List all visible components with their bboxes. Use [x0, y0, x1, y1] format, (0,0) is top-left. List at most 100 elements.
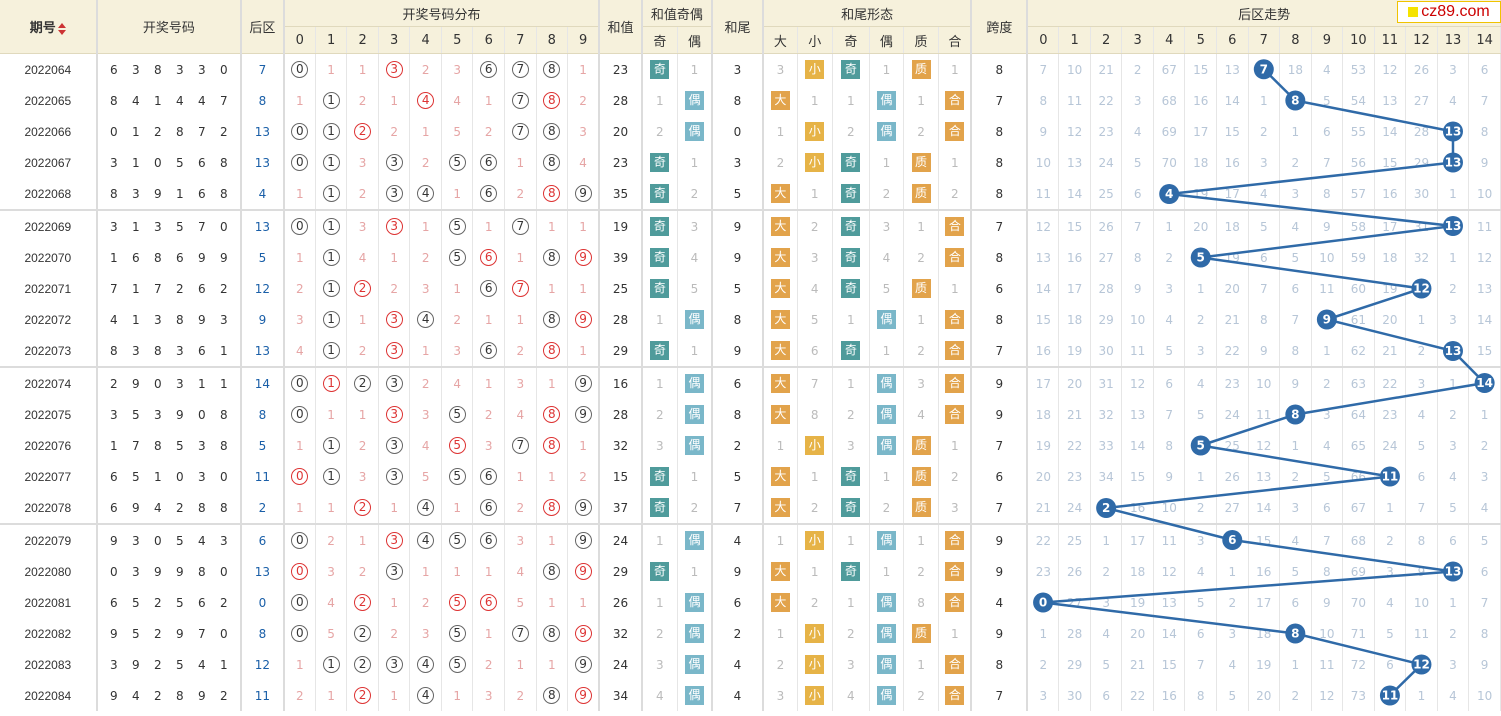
- sum-parity-header: 和值奇偶: [641, 0, 714, 27]
- trend-miss: 16: [1130, 500, 1146, 515]
- dist-cell: 1: [315, 461, 348, 492]
- dist-cell: 1: [472, 556, 505, 587]
- shape-tag: 合: [945, 310, 965, 329]
- table-row: 2022074 2 9 0 3 1 1 14 0 1 2 3 2 4 1 3 1 9 16 1 偶 6 大 7 1 偶 3 合 9 17 2…: [0, 366, 1501, 399]
- trend-miss: 21: [1130, 657, 1146, 672]
- trend-cell: 14: [1216, 85, 1249, 116]
- tail-shape-cell: 2: [762, 649, 798, 680]
- draw-number: 8: [154, 250, 162, 265]
- trend-cell: 12: [1311, 680, 1344, 711]
- trend-miss: 5: [1196, 407, 1205, 422]
- dist-cell: 3: [346, 209, 379, 242]
- dist-cell: 1: [315, 209, 348, 242]
- trend-miss: 3: [1228, 626, 1237, 641]
- trend-cell: 3: [1311, 399, 1344, 430]
- tail-shape-cell: 大: [762, 366, 798, 399]
- trend-cell: 9: [1121, 273, 1154, 304]
- trend-cell: 16: [1248, 556, 1281, 587]
- site-logo[interactable]: cz89.com: [1397, 1, 1501, 23]
- trend-cell: 30: [1058, 680, 1091, 711]
- dist-cell: 7: [504, 85, 537, 116]
- trend-miss: 17: [1066, 281, 1083, 296]
- trend-miss: 15: [1193, 62, 1209, 77]
- dist-miss: 2: [516, 500, 525, 515]
- trend-cell: 11: [1058, 85, 1091, 116]
- trend-miss: 72: [1350, 657, 1367, 672]
- trend-miss: 12: [1130, 376, 1146, 391]
- parity-miss: 4: [656, 688, 664, 703]
- dist-col-1: 1: [315, 26, 348, 54]
- trend-cell: 14: [1468, 304, 1501, 335]
- shape-miss: 1: [951, 62, 959, 77]
- tail-shape-cell: 1: [938, 618, 973, 649]
- trend-miss: 6: [1480, 564, 1489, 579]
- dist-cell: 2: [346, 335, 379, 367]
- trend-miss: 5: [1259, 219, 1268, 234]
- dist-miss: 3: [484, 688, 493, 703]
- draw-number: 7: [198, 219, 206, 234]
- trend-miss: 22: [1035, 533, 1051, 548]
- trend-cell: 3: [1374, 556, 1407, 587]
- period-cell: 2022069: [0, 209, 98, 242]
- dist-cell: 1: [315, 399, 348, 430]
- trend-cell: 4: [1216, 649, 1249, 680]
- trend-cell: 11: [1468, 209, 1501, 242]
- span-cell: 7: [971, 85, 1029, 116]
- draw-number: 6: [198, 186, 206, 201]
- trend-miss: 23: [1066, 469, 1083, 484]
- dist-miss: 1: [453, 500, 462, 515]
- trend-cell: 54: [1342, 85, 1375, 116]
- tail-shape-cell: 3: [903, 366, 940, 399]
- shape-miss: 2: [847, 124, 855, 139]
- dist-cell: 6: [472, 147, 505, 178]
- dist-miss: 1: [547, 469, 556, 484]
- sort-icon[interactable]: [57, 22, 66, 35]
- trend-cell: 23: [1058, 461, 1091, 492]
- trend-miss: 3: [1291, 500, 1300, 515]
- trend-miss: 8: [1417, 533, 1426, 548]
- dist-cell: 3: [472, 430, 505, 461]
- trend-miss: 11: [1319, 281, 1335, 296]
- period-cell: 2022073: [0, 335, 98, 367]
- shape-tag: 小: [805, 624, 825, 643]
- trend-miss: 5: [1165, 343, 1174, 358]
- dist-miss: 1: [484, 626, 493, 641]
- sum-parity-cell: 偶: [677, 399, 714, 430]
- shape-tag: 大: [770, 405, 790, 424]
- back-cell: 0: [241, 587, 285, 618]
- shape-miss: 1: [951, 438, 959, 453]
- dist-miss: 3: [358, 469, 367, 484]
- dist-cell: 5: [441, 523, 474, 556]
- dist-cell: 4: [567, 147, 601, 178]
- draw-number: 3: [110, 219, 118, 234]
- trend-cell: 32: [1405, 242, 1438, 273]
- dist-cell: 2: [567, 85, 601, 116]
- sum-parity-cell: 5: [677, 273, 714, 304]
- trend-miss: 8: [1480, 124, 1489, 139]
- dist-cell: 1: [283, 649, 316, 680]
- trend-cell: 6: [1121, 178, 1154, 210]
- shape-col-small: 小: [797, 26, 833, 54]
- shape-tag: 大: [770, 593, 790, 612]
- draw-number: 0: [220, 62, 228, 77]
- draw-number: 9: [110, 688, 118, 703]
- dist-ball: 3: [385, 406, 403, 423]
- trend-miss: 24: [1224, 407, 1240, 422]
- dist-miss: 2: [516, 688, 525, 703]
- dist-cell: 1: [536, 523, 569, 556]
- tail-shape-cell: 4: [869, 242, 904, 273]
- dist-miss: 3: [421, 626, 430, 641]
- parity-miss: 1: [656, 533, 664, 548]
- parity-miss: 1: [656, 376, 664, 391]
- trend-cell: 6: [1468, 556, 1501, 587]
- dist-cell: 5: [441, 461, 474, 492]
- tail-shape-cell: 大: [762, 335, 798, 367]
- dist-ball: 8: [543, 342, 561, 359]
- trend-cell: 69: [1342, 556, 1375, 587]
- period-header[interactable]: 期号: [0, 0, 98, 54]
- trend-cell: 11: [1374, 461, 1407, 492]
- dist-cell: 4: [409, 85, 442, 116]
- trend-cell: 10: [1405, 587, 1438, 618]
- trend-miss: 10: [1319, 626, 1335, 641]
